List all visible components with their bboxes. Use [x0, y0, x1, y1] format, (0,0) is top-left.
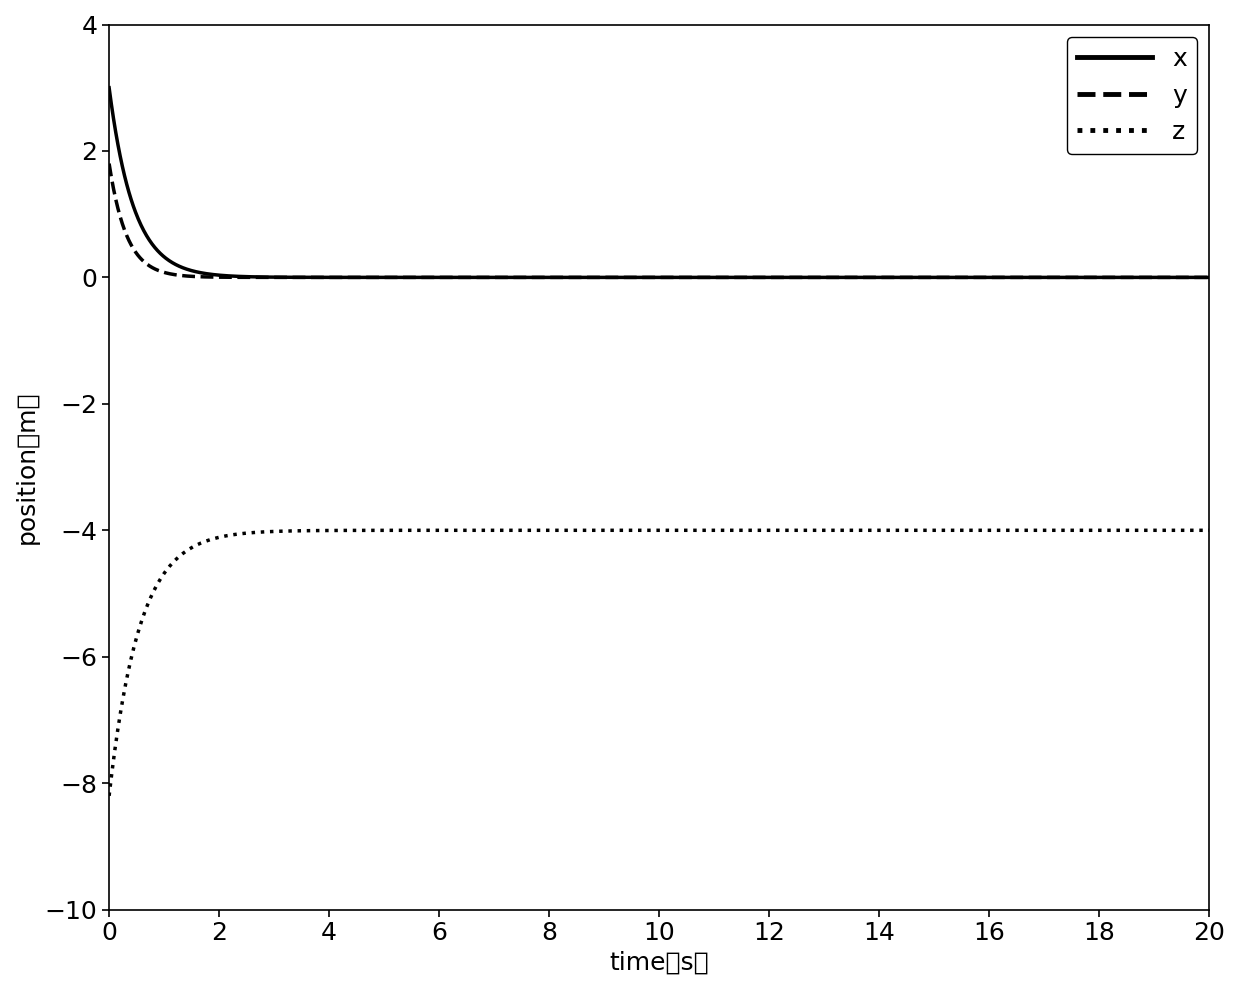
- x: [636, 271, 651, 283]
- y: [102, 157, 117, 169]
- x: [1169, 271, 1184, 283]
- y: [636, 271, 651, 283]
- Line: x: x: [109, 88, 1209, 277]
- y: [157, 266, 172, 278]
- z: [636, 525, 651, 537]
- z: [967, 525, 982, 537]
- z: [1169, 525, 1184, 537]
- z: [157, 566, 172, 578]
- x: [102, 82, 117, 94]
- y: [1202, 271, 1216, 283]
- y: [608, 271, 622, 283]
- x: [1169, 271, 1184, 283]
- y: [1169, 271, 1184, 283]
- X-axis label: time（s）: time（s）: [609, 951, 709, 975]
- x: [1202, 271, 1216, 283]
- z: [1182, 525, 1197, 537]
- Y-axis label: position（m）: position（m）: [15, 390, 38, 544]
- y: [1169, 271, 1184, 283]
- Line: z: z: [109, 531, 1209, 796]
- y: [967, 271, 982, 283]
- z: [608, 525, 622, 537]
- x: [157, 251, 172, 263]
- z: [102, 790, 117, 802]
- x: [608, 271, 622, 283]
- z: [1202, 525, 1216, 537]
- z: [1169, 525, 1184, 537]
- x: [967, 271, 982, 283]
- Legend: x, y, z: x, y, z: [1066, 37, 1197, 154]
- Line: y: y: [109, 163, 1209, 277]
